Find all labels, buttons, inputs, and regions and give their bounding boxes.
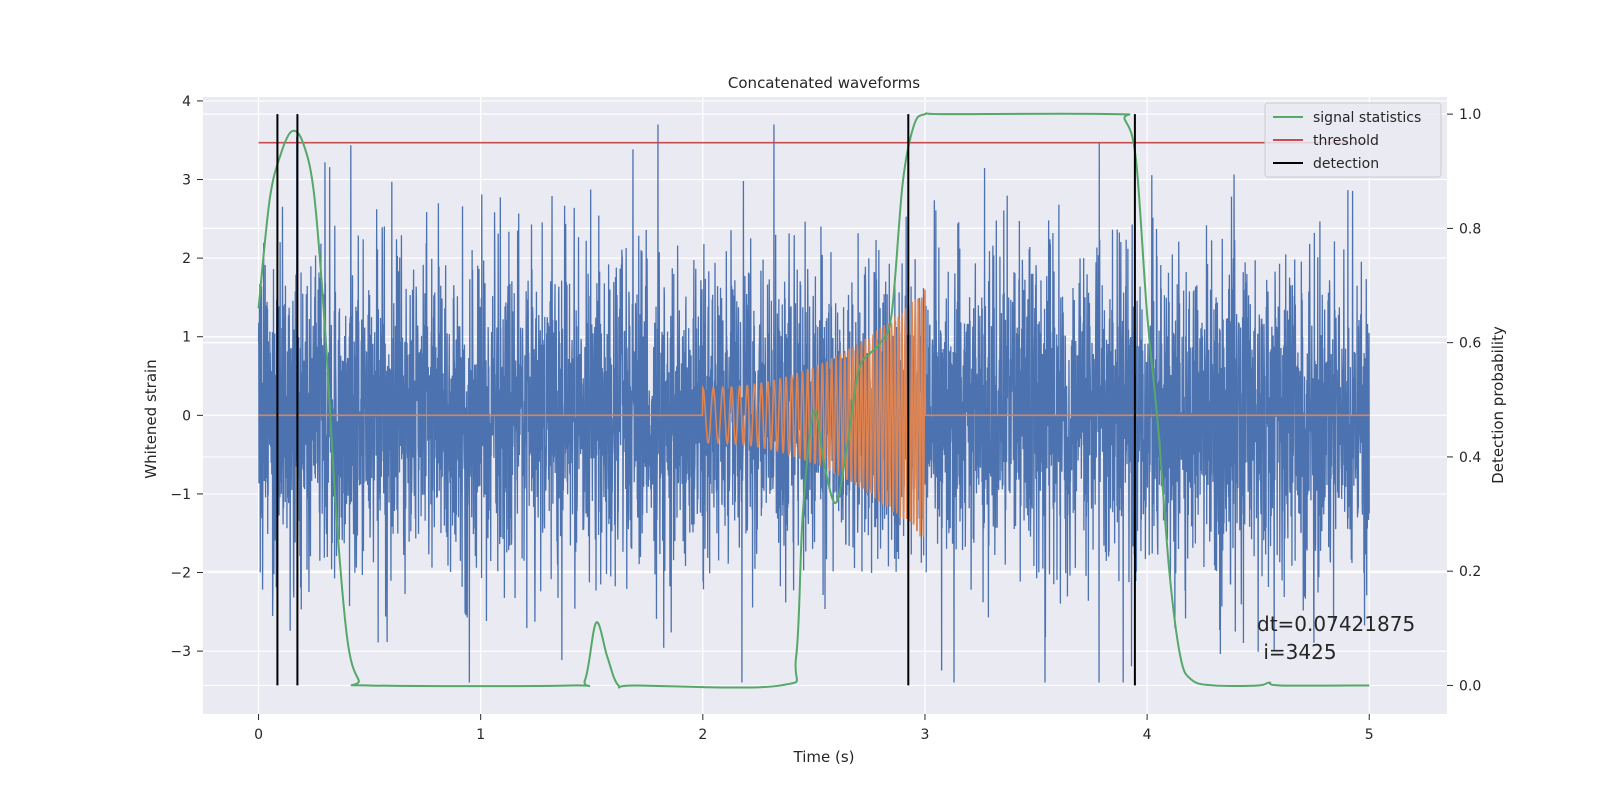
injected-waveform-line xyxy=(258,289,1370,537)
x-tick-label: 0 xyxy=(254,727,263,743)
y-left-tick-label: 3 xyxy=(182,173,191,189)
y-left-tick-label: 1 xyxy=(182,330,191,346)
x-tick-label: 4 xyxy=(1143,727,1152,743)
strain-line xyxy=(257,124,1370,683)
chart-title: Concatenated waveforms xyxy=(728,74,920,92)
y-left-axis-label: Whitened strain xyxy=(142,359,160,478)
y-right-tick-label: 0.6 xyxy=(1459,336,1481,352)
x-tick-label: 1 xyxy=(476,727,485,743)
annotation-i: i=3425 xyxy=(1257,640,1337,664)
y-right-tick-label: 1.0 xyxy=(1459,107,1481,123)
y-left-tick-label: 0 xyxy=(182,408,191,424)
plot-series xyxy=(257,112,1370,689)
x-tick-label: 2 xyxy=(698,727,707,743)
y-right-axis-label: Detection probability xyxy=(1489,326,1507,484)
annotation-dt: dt=0.07421875 xyxy=(1257,612,1415,636)
y-left-tick-label: 2 xyxy=(182,251,191,267)
y-right-tick-label: 0.2 xyxy=(1459,564,1481,580)
y-right-tick-label: 0.8 xyxy=(1459,221,1481,237)
x-tick-label: 3 xyxy=(921,727,930,743)
y-left-tick-label: −3 xyxy=(170,644,191,660)
x-axis-label: Time (s) xyxy=(793,748,855,766)
signal-statistics-line xyxy=(257,112,1370,689)
y-right-tick-label: 0.4 xyxy=(1459,450,1481,466)
legend-label: detection xyxy=(1313,156,1379,172)
x-axis: 0 1 2 3 4 5 xyxy=(254,714,1374,743)
legend-label: threshold xyxy=(1313,133,1379,149)
y-left-tick-label: −1 xyxy=(170,487,191,503)
legend: signal statistics threshold detection xyxy=(1264,102,1442,178)
y-left-tick-label: 4 xyxy=(182,94,191,110)
y-left-axis: 4 3 2 1 0 −1 −2 −3 xyxy=(170,94,203,660)
y-right-tick-label: 0.0 xyxy=(1459,678,1481,694)
legend-box xyxy=(1264,102,1442,178)
y-right-axis: 1.0 0.8 0.6 0.4 0.2 0.0 xyxy=(1447,107,1481,694)
plot-area xyxy=(203,97,1447,714)
y-left-tick-label: −2 xyxy=(170,566,191,582)
x-tick-label: 5 xyxy=(1365,727,1374,743)
legend-label: signal statistics xyxy=(1313,110,1421,126)
